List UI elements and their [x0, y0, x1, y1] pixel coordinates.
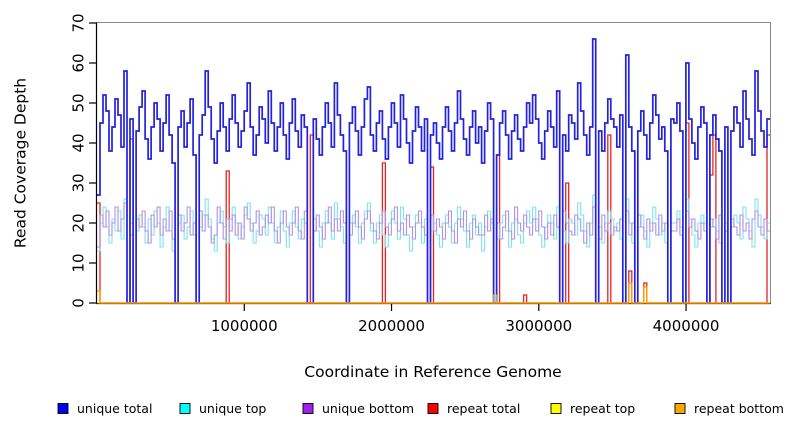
y-tick-label: 60 — [70, 53, 88, 72]
legend-swatch — [550, 403, 562, 414]
y-tick-label: 20 — [70, 213, 88, 232]
legend-item-repeat-total: repeat total — [427, 401, 520, 416]
y-tick-label: 50 — [70, 93, 88, 112]
legend-swatch — [57, 403, 69, 414]
x-axis-ticks: 1000000 2000000 3000000 4000000 — [211, 303, 720, 335]
legend-label: repeat bottom — [694, 401, 784, 416]
y-tick-label: 0 — [70, 298, 88, 308]
legend-label: unique top — [199, 401, 266, 416]
series-repeat-bottom-line — [97, 282, 770, 304]
y-tick-label: 40 — [70, 133, 88, 152]
series-unique-bottom-line — [97, 202, 770, 304]
y-axis-title: Read Coverage Depth — [12, 78, 30, 248]
y-tick-label: 30 — [70, 173, 88, 192]
legend-label: repeat total — [447, 401, 520, 416]
legend-swatch — [427, 403, 439, 414]
x-tick-label: 4000000 — [653, 317, 720, 335]
legend-swatch — [179, 403, 191, 414]
y-tick-label: 10 — [70, 253, 88, 272]
x-tick-label: 3000000 — [505, 317, 572, 335]
x-tick-label: 1000000 — [211, 317, 278, 335]
legend-item-unique-total: unique total — [57, 401, 152, 416]
legend-item-repeat-bottom: repeat bottom — [674, 401, 784, 416]
legend-swatch — [674, 403, 686, 414]
legend-item-unique-top: unique top — [179, 401, 266, 416]
chart-legend: unique total unique top unique bottom repea… — [57, 401, 784, 416]
legend-swatch — [302, 403, 314, 414]
x-tick-label: 2000000 — [358, 317, 425, 335]
series-repeat-total-line — [97, 122, 770, 304]
legend-item-repeat-top: repeat top — [550, 401, 635, 416]
x-axis-title: Coordinate in Reference Genome — [304, 363, 561, 381]
legend-label: unique bottom — [322, 401, 414, 416]
y-tick-label: 70 — [70, 13, 88, 32]
legend-item-unique-bottom: unique bottom — [302, 401, 414, 416]
series-unique-total-line — [97, 38, 770, 304]
y-axis-ticks: 0 10 20 30 40 50 60 70 — [70, 13, 97, 308]
legend-label: unique total — [77, 401, 152, 416]
legend-label: repeat top — [570, 401, 635, 416]
plot-series — [97, 38, 770, 304]
